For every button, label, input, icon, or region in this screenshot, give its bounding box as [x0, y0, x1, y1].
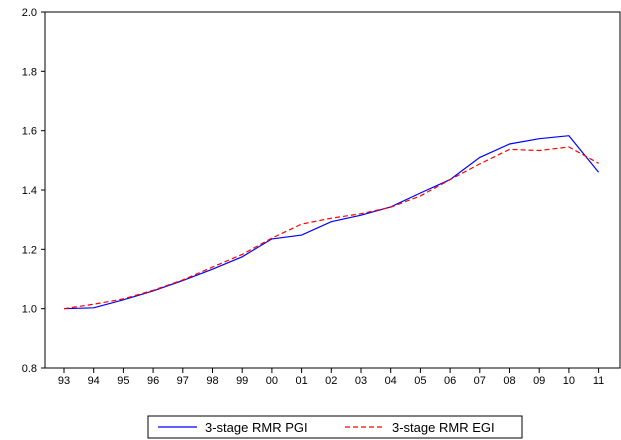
legend: 3-stage RMR PGI 3-stage RMR EGI: [147, 415, 523, 439]
y-tick-label: 1.8: [22, 66, 37, 78]
series-lines: [63, 135, 600, 310]
x-tick-label: 96: [147, 375, 159, 387]
x-tick-label: 93: [58, 375, 70, 387]
x-axis: 93 94 95 96 97 98 99 00 01 02 03 04 05 06 07 08 09 10 11: [58, 368, 604, 387]
x-tick-label: 05: [414, 375, 426, 387]
y-tick-label: 1.6: [22, 126, 37, 138]
x-tick-label: 09: [533, 375, 545, 387]
y-tick-label: 2.0: [22, 7, 37, 19]
x-tick-label: 08: [503, 375, 515, 387]
x-tick-label: 00: [266, 375, 278, 387]
x-tick-label: 95: [117, 375, 129, 387]
x-tick-label: 04: [385, 375, 397, 387]
series-line-egi: [63, 146, 599, 310]
x-tick-label: 97: [177, 375, 189, 387]
legend-label-egi: 3-stage RMR EGI: [392, 420, 495, 435]
y-tick-label: 0.8: [22, 363, 37, 375]
x-tick-label: 03: [355, 375, 367, 387]
x-tick-label: 11: [593, 375, 604, 387]
x-tick-label: 02: [325, 375, 337, 387]
x-tick-label: 06: [444, 375, 456, 387]
x-tick-label: 99: [236, 375, 248, 387]
y-tick-label: 1.4: [22, 185, 37, 197]
legend-box: [147, 415, 523, 439]
x-tick-label: 01: [295, 375, 307, 387]
x-tick-label: 98: [206, 375, 218, 387]
x-tick-label: 94: [88, 375, 100, 387]
x-tick-label: 10: [563, 375, 575, 387]
y-tick-label: 1.0: [22, 304, 37, 316]
y-axis: 0.8 1.0 1.2 1.4 1.6 1.8 2.0: [22, 7, 45, 375]
series-line-pgi: [63, 135, 600, 310]
x-tick-label: 07: [474, 375, 486, 387]
y-tick-label: 1.2: [22, 244, 37, 256]
legend-label-pgi: 3-stage RMR PGI: [205, 420, 308, 435]
plot-frame: [44, 11, 621, 369]
